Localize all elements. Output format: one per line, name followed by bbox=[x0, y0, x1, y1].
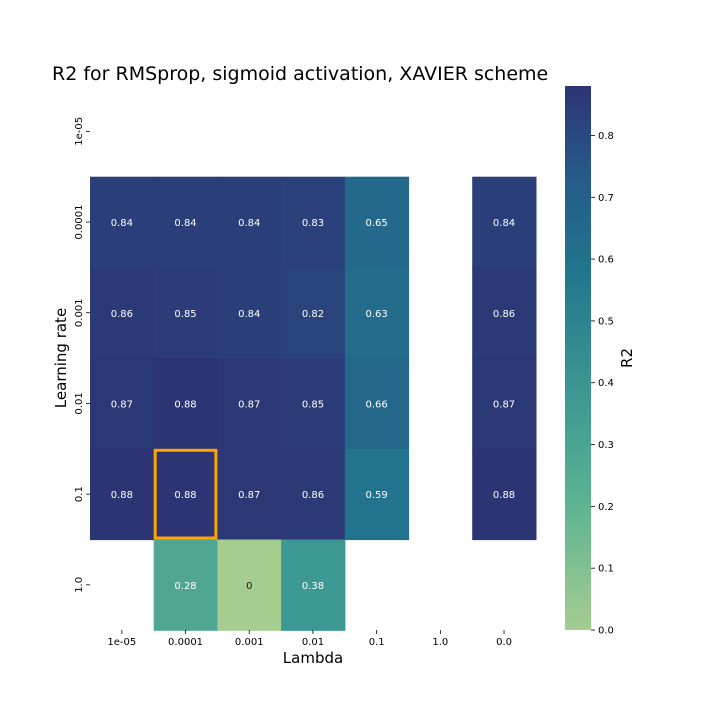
cell-value-label: 0.88 bbox=[174, 399, 196, 410]
cell-value-label: 0.66 bbox=[366, 399, 388, 410]
colorbar-tick-label: 0.6 bbox=[598, 255, 614, 266]
heatmap-cell bbox=[281, 267, 346, 359]
cell-value-label: 0.87 bbox=[111, 399, 133, 410]
y-tick-label: 0.01 bbox=[74, 392, 85, 414]
heatmap-cell bbox=[281, 539, 346, 631]
cell-value-label: 0.84 bbox=[238, 218, 260, 229]
heatmap-cell bbox=[90, 448, 155, 541]
cell-value-label: 0.84 bbox=[238, 309, 260, 320]
heatmap-cell bbox=[153, 539, 218, 631]
cell-value-label: 0.86 bbox=[302, 490, 324, 501]
chart-title: R2 for RMSprop, sigmoid activation, XAVI… bbox=[52, 63, 548, 85]
cell-value-label: 0.85 bbox=[302, 399, 324, 410]
colorbar-label: R2 bbox=[618, 348, 636, 368]
cell-value-label: 0.38 bbox=[302, 581, 324, 592]
heatmap-cell bbox=[472, 267, 537, 359]
colorbar-tick-label: 0.4 bbox=[598, 378, 614, 389]
y-axis-label: Learning rate bbox=[52, 308, 70, 408]
cell-value-label: 0.84 bbox=[174, 218, 196, 229]
cell-value-label: 0.84 bbox=[111, 218, 133, 229]
heatmap-cell bbox=[90, 267, 155, 359]
y-tick-label: 0.1 bbox=[74, 486, 85, 502]
heatmap-cell bbox=[90, 176, 155, 268]
cell-value-label: 0.65 bbox=[366, 218, 388, 229]
heatmap-cells: 0.84 0.84 0.84 0.83 0.65 0.84 0.86 0.85 0.84 0.82… bbox=[90, 176, 537, 631]
y-tick-label: 0.001 bbox=[74, 298, 85, 327]
colorbar-ticks: 0.0 0.1 0.2 0.3 0.4 0.5 0.6 0.7 0.8 bbox=[591, 131, 614, 637]
cell-value-label: 0.87 bbox=[493, 399, 515, 410]
colorbar-tick-label: 0.5 bbox=[598, 316, 614, 327]
y-tick-label: 0.0001 bbox=[74, 205, 85, 240]
heatmap-cell bbox=[153, 448, 218, 541]
heatmap-cell bbox=[153, 267, 218, 359]
colorbar-tick-label: 0.7 bbox=[598, 193, 614, 204]
highlight-layer bbox=[153, 448, 218, 540]
cell-value-label: 0.83 bbox=[302, 218, 324, 229]
heatmap-cell bbox=[217, 267, 282, 359]
x-tick-label: 0.01 bbox=[302, 637, 324, 648]
heatmap-cell bbox=[217, 539, 282, 631]
cell-value-label: 0.87 bbox=[238, 399, 260, 410]
colorbar-tick-label: 0.2 bbox=[598, 502, 614, 513]
y-tick-label: 1.0 bbox=[74, 577, 85, 593]
heatmap-cell bbox=[344, 267, 410, 359]
colorbar-tick-label: 0.0 bbox=[598, 626, 614, 637]
y-tick-label: 1e-05 bbox=[74, 117, 85, 146]
x-tick-labels: 1e-05 0.0001 0.001 0.01 0.1 1.0 0.0 bbox=[107, 630, 512, 648]
x-tick-label: 1.0 bbox=[432, 637, 448, 648]
heatmap-cell bbox=[281, 358, 346, 450]
cell-value-label: 0.82 bbox=[302, 309, 324, 320]
cell-value-label: 0.86 bbox=[493, 309, 515, 320]
cell-value-label: 0.28 bbox=[174, 581, 196, 592]
cell-value-label: 0.88 bbox=[111, 490, 133, 501]
highlight-box bbox=[153, 448, 218, 540]
cell-value-label: 0.84 bbox=[493, 218, 515, 229]
cell-value-label: 0.63 bbox=[366, 309, 388, 320]
colorbar-tick-label: 0.1 bbox=[598, 564, 614, 575]
cell-value-label: 0.86 bbox=[111, 309, 133, 320]
heatmap-cell bbox=[472, 448, 537, 541]
x-axis-label: Lambda bbox=[283, 649, 343, 667]
x-tick-label: 0.0 bbox=[496, 637, 512, 648]
x-tick-label: 0.001 bbox=[235, 637, 264, 648]
colorbar bbox=[565, 86, 591, 630]
heatmap-cell bbox=[281, 176, 346, 268]
heatmap-cell bbox=[217, 448, 282, 541]
heatmap-cell bbox=[344, 176, 410, 268]
cell-value-label: 0 bbox=[246, 581, 252, 592]
colorbar-tick-label: 0.3 bbox=[598, 440, 614, 451]
cell-value-label: 0.88 bbox=[493, 490, 515, 501]
heatmap-cell bbox=[472, 176, 537, 268]
cell-value-label: 0.87 bbox=[238, 490, 260, 501]
y-tick-labels: 1e-05 0.0001 0.001 0.01 0.1 1.0 bbox=[74, 117, 90, 593]
x-tick-label: 0.0001 bbox=[168, 637, 203, 648]
x-tick-label: 1e-05 bbox=[107, 637, 136, 648]
colorbar-tick-label: 0.8 bbox=[598, 131, 614, 142]
x-tick-label: 0.1 bbox=[369, 637, 385, 648]
heatmap-cell bbox=[153, 358, 218, 450]
heatmap-cell bbox=[217, 176, 282, 268]
heatmap-cell bbox=[344, 358, 410, 450]
heatmap-cell bbox=[472, 358, 537, 450]
cell-value-label: 0.59 bbox=[366, 490, 388, 501]
cell-value-label: 0.85 bbox=[174, 309, 196, 320]
heatmap-cell bbox=[281, 448, 346, 541]
heatmap-cell bbox=[217, 358, 282, 450]
heatmap-cell bbox=[90, 358, 155, 450]
cell-value-label: 0.88 bbox=[174, 490, 196, 501]
heatmap-cell bbox=[153, 176, 218, 268]
heatmap-cell bbox=[344, 448, 410, 541]
